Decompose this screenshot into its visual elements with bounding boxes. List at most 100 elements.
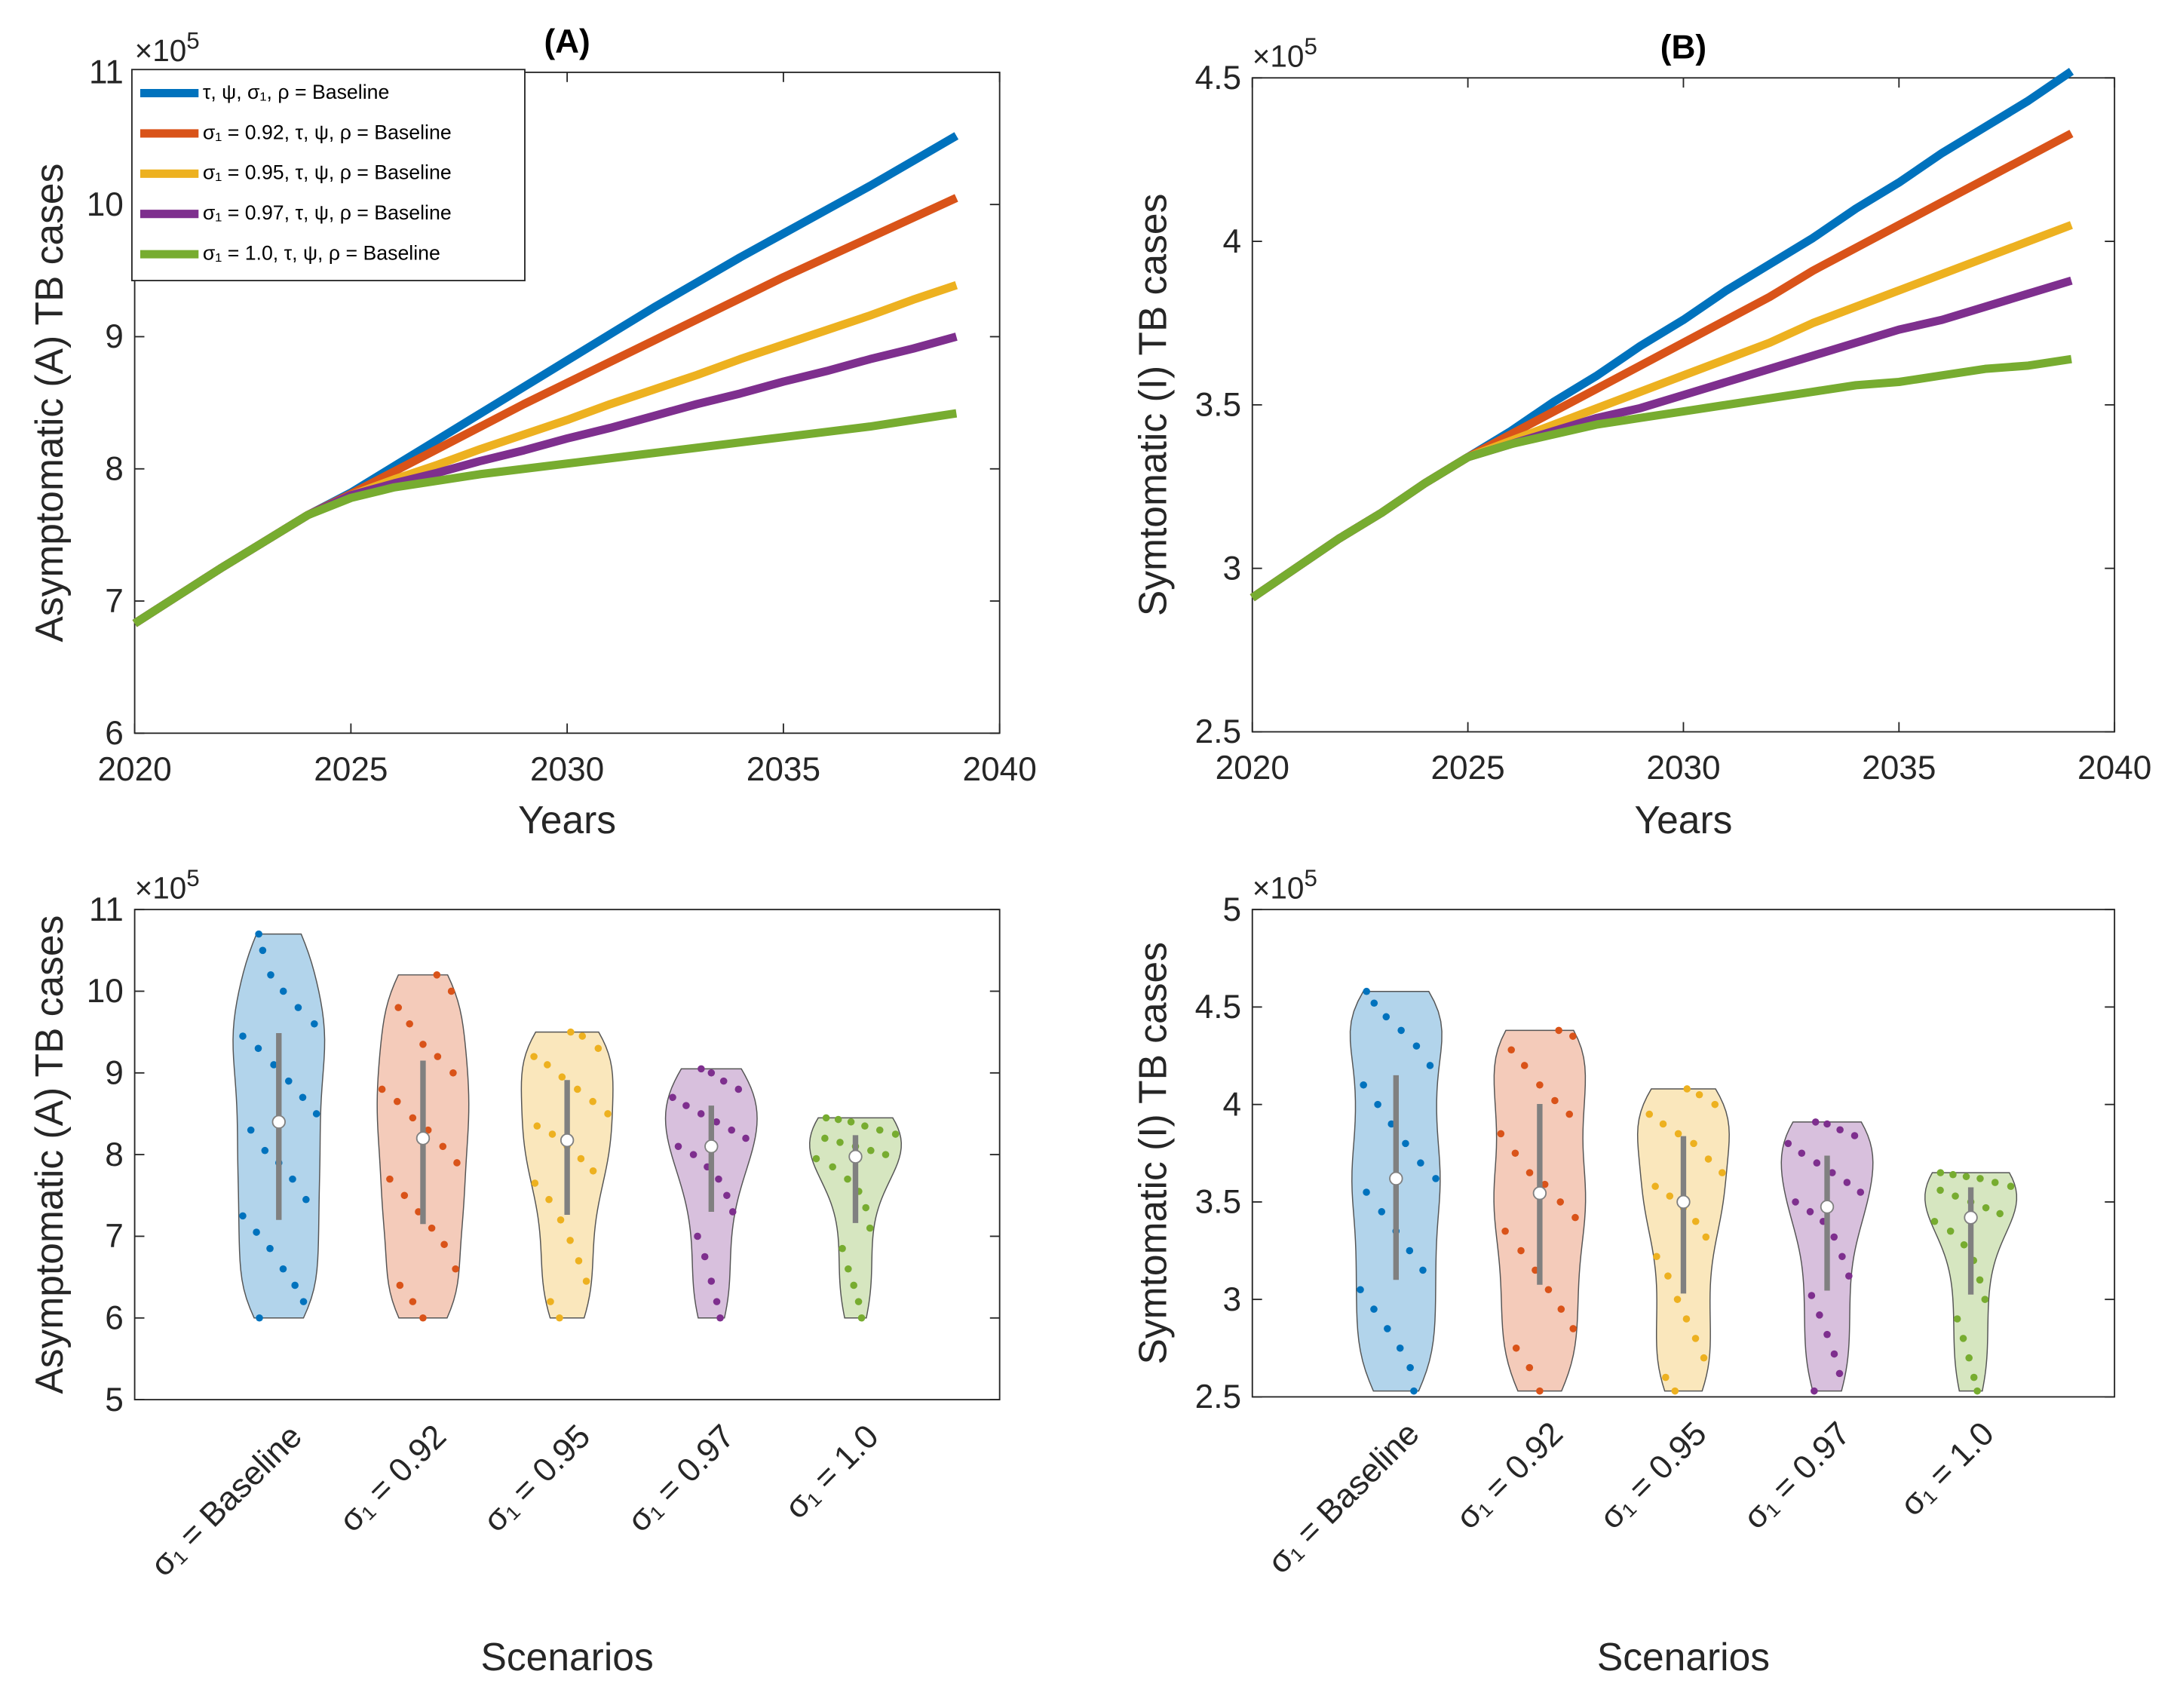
violin-0 bbox=[1349, 987, 1443, 1395]
y-tick-label: 3 bbox=[1222, 550, 1241, 587]
data-point bbox=[1384, 1325, 1391, 1332]
median-marker bbox=[560, 1133, 575, 1148]
y-axis-label: Symtomatic (I) TB cases bbox=[1131, 942, 1175, 1364]
data-point bbox=[1823, 1330, 1831, 1338]
x-tick-label: 2040 bbox=[2077, 750, 2151, 787]
data-point bbox=[1497, 1130, 1505, 1138]
data-point bbox=[1970, 1373, 1978, 1381]
data-point bbox=[1370, 999, 1378, 1007]
data-point bbox=[1845, 1272, 1853, 1280]
data-point bbox=[261, 1146, 269, 1155]
data-point bbox=[834, 1115, 842, 1124]
data-point bbox=[419, 1314, 427, 1322]
data-point bbox=[1691, 1335, 1700, 1342]
legend-entry-2: σ₁ = 0.95, τ, ψ, ρ = Baseline bbox=[203, 161, 452, 184]
data-point bbox=[1792, 1198, 1799, 1206]
data-point bbox=[589, 1167, 597, 1175]
panel-0: 6 7 8 9 10 11 ×105 Asymptomatic (A) TB cases Yea… bbox=[27, 23, 1037, 842]
y-exponent-power: 5 bbox=[186, 865, 199, 891]
data-point bbox=[440, 1240, 448, 1249]
data-point bbox=[867, 1146, 875, 1155]
data-point bbox=[578, 1032, 587, 1040]
data-point bbox=[1976, 1175, 1984, 1182]
y-tick-label: 6 bbox=[105, 1299, 124, 1336]
data-point bbox=[821, 1134, 829, 1142]
data-point bbox=[547, 1298, 554, 1305]
x-tick-label: σ₁ = 0.92 bbox=[332, 1418, 453, 1539]
data-point bbox=[1412, 1042, 1421, 1050]
data-point bbox=[1501, 1227, 1509, 1235]
data-point bbox=[256, 1314, 263, 1322]
data-point bbox=[1719, 1169, 1726, 1176]
chart-title: (A) bbox=[544, 23, 590, 60]
data-point bbox=[1370, 1305, 1378, 1313]
data-point bbox=[1704, 1155, 1712, 1163]
data-point bbox=[707, 1069, 716, 1077]
y-exponent-label: ×105 bbox=[135, 865, 200, 906]
data-point bbox=[299, 1093, 307, 1102]
data-point bbox=[1830, 1350, 1838, 1358]
data-point bbox=[409, 1114, 417, 1122]
data-point bbox=[1830, 1233, 1838, 1241]
data-point bbox=[1843, 1179, 1851, 1186]
data-point bbox=[1850, 1132, 1859, 1139]
data-point bbox=[1520, 1062, 1528, 1069]
data-point bbox=[393, 1097, 401, 1105]
data-point bbox=[1674, 1130, 1682, 1138]
data-point bbox=[1397, 1026, 1405, 1035]
data-point bbox=[1682, 1315, 1691, 1323]
series-line-4 bbox=[132, 409, 958, 627]
data-point bbox=[1949, 1170, 1957, 1179]
y-exponent-label: ×105 bbox=[1253, 33, 1317, 74]
data-point bbox=[434, 1053, 442, 1060]
data-point bbox=[1829, 1169, 1836, 1176]
data-point bbox=[548, 1130, 557, 1138]
data-point bbox=[1690, 1139, 1697, 1148]
data-point bbox=[1808, 1292, 1816, 1299]
x-tick-label: σ₁ = Baseline bbox=[1261, 1415, 1427, 1581]
violin-4 bbox=[1924, 1169, 2018, 1395]
data-point bbox=[728, 1126, 735, 1134]
data-point bbox=[1784, 1139, 1792, 1148]
data-point bbox=[1981, 1296, 1989, 1303]
data-point bbox=[1982, 1204, 1990, 1212]
data-point bbox=[396, 1281, 404, 1289]
data-point bbox=[1378, 1208, 1386, 1216]
y-tick-label: 8 bbox=[105, 1136, 124, 1173]
data-point bbox=[259, 946, 267, 955]
data-point bbox=[1930, 1217, 1939, 1225]
data-point bbox=[1835, 1369, 1844, 1378]
data-point bbox=[447, 987, 455, 995]
data-point bbox=[419, 1041, 427, 1048]
y-tick-label: 5 bbox=[105, 1381, 124, 1418]
x-tick-label: σ₁ = 0.92 bbox=[1449, 1415, 1570, 1536]
data-point bbox=[829, 1163, 836, 1171]
y-tick-label: 4 bbox=[1222, 1086, 1241, 1123]
data-point bbox=[1946, 1227, 1955, 1235]
data-point bbox=[1700, 1354, 1708, 1362]
y-tick-label: 5 bbox=[1222, 891, 1241, 928]
violin-3 bbox=[1780, 1118, 1874, 1395]
data-point bbox=[1406, 1363, 1414, 1372]
data-point bbox=[1360, 1081, 1367, 1089]
x-tick-label: σ₁ = Baseline bbox=[143, 1418, 309, 1584]
data-point bbox=[862, 1204, 869, 1212]
data-point bbox=[1551, 1096, 1559, 1105]
data-point bbox=[847, 1118, 855, 1126]
y-tick-label: 3.5 bbox=[1195, 387, 1241, 424]
data-point bbox=[1525, 1169, 1534, 1176]
x-axis-label: Years bbox=[518, 798, 616, 842]
data-point bbox=[669, 1093, 676, 1102]
data-point bbox=[857, 1314, 866, 1322]
y-tick-label: 8 bbox=[105, 450, 124, 487]
data-point bbox=[1374, 1100, 1381, 1109]
legend-entry-0: τ, ψ, σ₁, ρ = Baseline bbox=[203, 81, 390, 103]
data-point bbox=[279, 987, 287, 995]
data-point bbox=[861, 1122, 869, 1130]
data-point bbox=[453, 1159, 461, 1167]
data-point bbox=[845, 1265, 852, 1273]
data-point bbox=[694, 1232, 701, 1240]
series-line-4 bbox=[1249, 354, 2072, 602]
data-point bbox=[854, 1298, 863, 1305]
x-tick-label: 2025 bbox=[1430, 750, 1504, 787]
